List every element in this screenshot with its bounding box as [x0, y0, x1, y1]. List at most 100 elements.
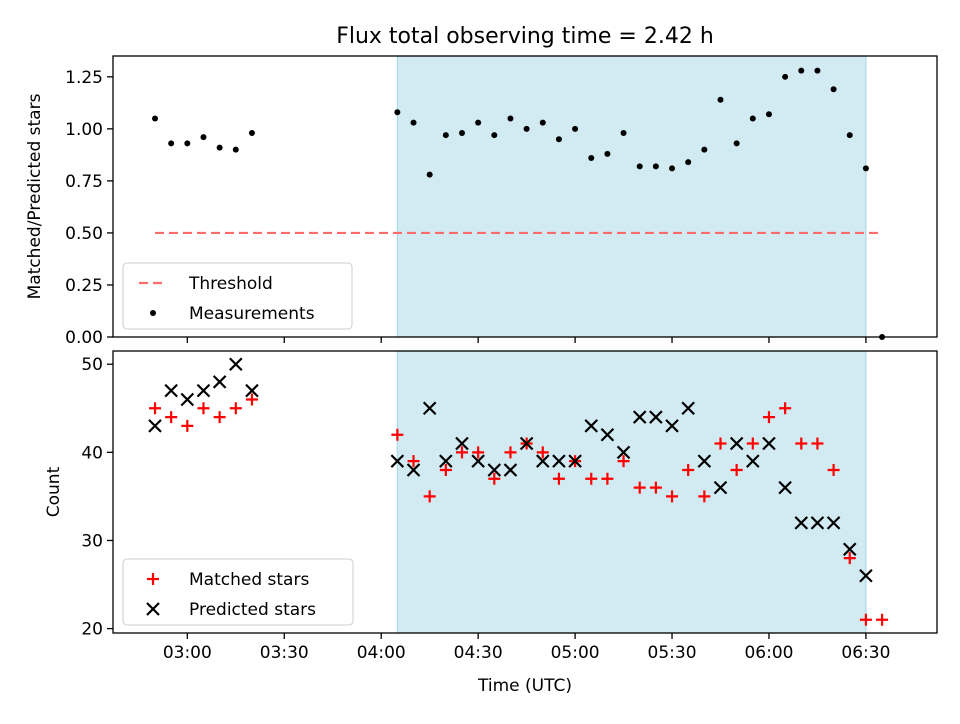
observing-window-shade — [396, 350, 867, 634]
x-tick-label: 05:30 — [648, 643, 697, 663]
data-point — [229, 357, 243, 371]
data-point — [491, 132, 498, 139]
data-point — [876, 613, 889, 626]
data-point — [504, 446, 517, 459]
data-point — [617, 455, 630, 468]
data-point — [539, 119, 546, 126]
legend-label: Predicted stars — [189, 600, 316, 620]
y-tick-label: 50 — [81, 355, 103, 375]
data-point — [811, 437, 824, 450]
data-point — [714, 437, 727, 450]
data-point — [212, 375, 227, 389]
y-tick-label: 0.50 — [65, 224, 103, 244]
data-point — [859, 613, 872, 626]
data-point — [248, 130, 255, 137]
y-tick-label: 0.75 — [65, 172, 103, 192]
data-point — [503, 463, 518, 477]
data-point — [698, 490, 711, 503]
data-point — [636, 163, 643, 170]
data-point — [717, 96, 724, 103]
data-point — [439, 454, 453, 468]
data-point — [827, 463, 840, 476]
data-point — [555, 136, 562, 143]
y-tick-label: 20 — [81, 620, 103, 640]
legend-box — [122, 262, 353, 330]
legend-matched-swatch — [147, 573, 159, 585]
panel-1: 0.00 0.25 0.50 0.75 1.00 1.25 Matched/Predicte… — [25, 55, 938, 348]
data-point — [681, 401, 695, 416]
data-point — [697, 454, 712, 468]
y-tick-label: 0.00 — [65, 328, 103, 348]
data-point — [762, 411, 775, 424]
legend-label: Measurements — [189, 304, 315, 324]
data-point — [778, 480, 792, 495]
data-point — [572, 125, 579, 132]
data-point — [152, 115, 159, 122]
panel-2: 03:00 03:30 04:00 04:30 05:00 05:30 06:00 06:30… — [44, 350, 938, 663]
data-point — [666, 490, 679, 503]
data-point — [519, 436, 534, 451]
data-point — [472, 446, 485, 459]
data-point — [746, 437, 759, 450]
data-point — [814, 67, 821, 74]
data-point — [406, 463, 421, 477]
y-tick-label: 30 — [81, 531, 103, 551]
data-point — [168, 140, 175, 147]
legend-predicted-swatch — [146, 602, 160, 616]
data-point — [471, 454, 485, 468]
data-point — [245, 393, 258, 406]
observing-window-shade — [396, 55, 867, 338]
legend-box — [122, 558, 354, 626]
data-point — [749, 115, 756, 122]
y-tick-label: 1.00 — [65, 120, 103, 140]
data-point — [713, 480, 728, 495]
data-point — [810, 516, 825, 530]
data-point — [196, 383, 211, 398]
data-point — [507, 115, 514, 122]
data-point — [765, 111, 772, 118]
data-point — [649, 481, 662, 494]
data-point — [762, 436, 776, 451]
data-point — [475, 119, 482, 126]
data-point — [213, 411, 226, 424]
data-point — [407, 455, 420, 468]
x-tick-label: 04:00 — [357, 643, 406, 663]
data-point — [245, 383, 259, 398]
data-point — [616, 445, 631, 460]
data-point — [798, 67, 805, 74]
data-point — [779, 402, 792, 415]
data-point — [423, 490, 436, 503]
x-axis-label: Time (UTC) — [477, 676, 572, 696]
data-point — [180, 392, 195, 407]
data-point — [843, 552, 856, 565]
data-point — [830, 86, 837, 93]
data-point — [442, 132, 449, 139]
data-point — [649, 410, 663, 424]
data-point — [422, 401, 437, 416]
data-point — [148, 419, 162, 433]
data-point — [552, 454, 566, 468]
y-tick-label: 40 — [81, 443, 103, 463]
data-point — [842, 542, 857, 557]
data-point — [391, 428, 404, 441]
data-point — [410, 119, 417, 126]
data-point — [733, 140, 740, 147]
x-tick-label: 03:30 — [260, 643, 309, 663]
data-point — [536, 446, 549, 459]
data-point — [455, 436, 469, 451]
data-point — [552, 472, 565, 485]
data-point — [862, 165, 869, 172]
data-point — [394, 109, 401, 116]
data-point — [633, 481, 646, 494]
data-point — [682, 463, 695, 476]
data-point — [184, 140, 191, 147]
data-point — [746, 454, 760, 468]
y-axis-label: Count — [44, 466, 64, 517]
data-point — [601, 472, 614, 485]
data-point — [701, 146, 708, 153]
data-point — [604, 150, 611, 157]
chart-title: Flux total observing time = 2.42 h — [336, 24, 714, 49]
data-point — [455, 446, 468, 459]
data-point — [458, 130, 465, 137]
